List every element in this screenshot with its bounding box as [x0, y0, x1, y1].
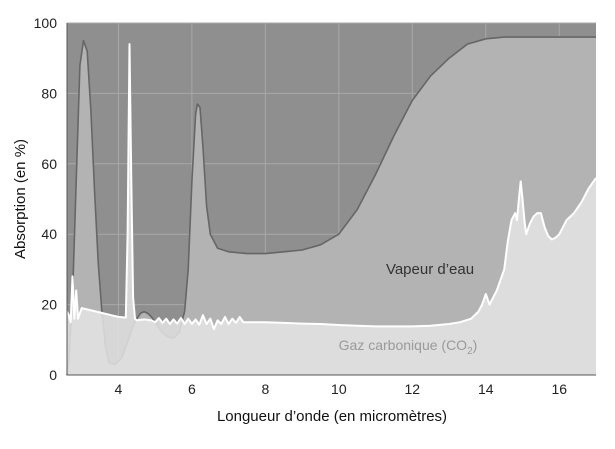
y-tick-label: 80: [41, 85, 57, 101]
x-tick-label: 8: [261, 381, 269, 397]
x-tick-label: 4: [115, 381, 123, 397]
y-tick-label: 40: [41, 226, 57, 242]
annotation-co2-subscript: 2: [467, 346, 473, 357]
water-vapor-area: [67, 37, 596, 375]
y-tick-label: 60: [41, 156, 57, 172]
co2-line: [66, 43, 597, 331]
plot-area: [66, 22, 597, 376]
x-tick-label: 6: [188, 381, 196, 397]
y-axis-title: Absorption (en %): [12, 139, 29, 259]
axis-lines: [66, 23, 596, 376]
annotation-co2-suffix: ): [473, 337, 478, 353]
x-tick-labels: 4 6 8 10 12 14 16: [115, 381, 568, 397]
y-tick-labels: 0 20 40 60 80 100: [34, 15, 58, 383]
co2-area: [67, 44, 596, 375]
x-tick-label: 12: [405, 381, 421, 397]
y-tick-label: 0: [49, 367, 57, 383]
x-tick-label: 16: [551, 381, 567, 397]
y-tick-label: 20: [41, 297, 57, 313]
y-tick-label: 100: [34, 15, 58, 31]
annotation-water-vapor: Vapeur d’eau: [386, 261, 474, 278]
annotation-co2-prefix: Gaz carbonique (CO: [339, 337, 468, 353]
annotation-co2: Gaz carbonique (CO2): [339, 337, 478, 357]
x-tick-label: 14: [478, 381, 494, 397]
x-axis-title: Longueur d’onde (en micromètres): [217, 408, 447, 425]
x-tick-label: 10: [331, 381, 347, 397]
